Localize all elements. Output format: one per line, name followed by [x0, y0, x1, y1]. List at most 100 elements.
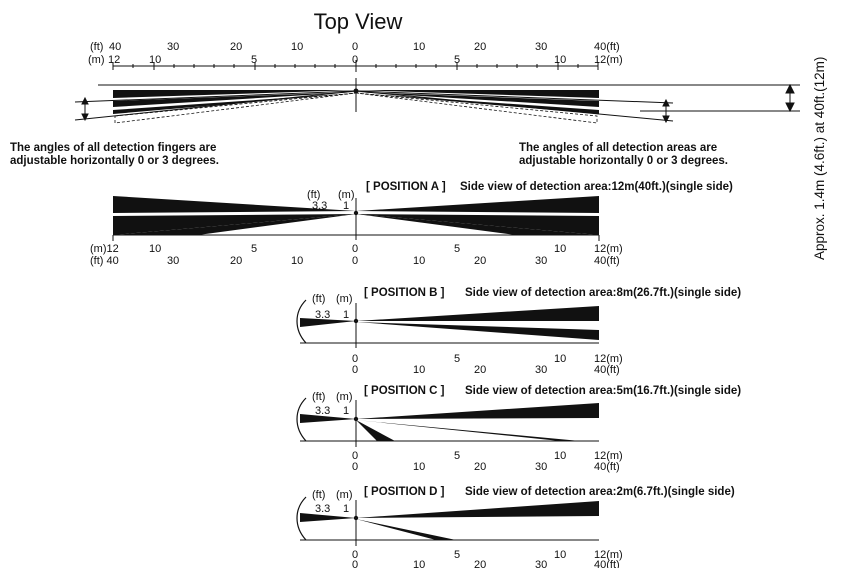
top-detection-fingers	[113, 90, 599, 114]
position-b-sensor-dot	[353, 318, 359, 324]
left-angle-arrow	[81, 96, 89, 122]
d-axis-ft-1: 10	[413, 559, 425, 568]
a-axis-ft-5: 10	[413, 255, 425, 267]
d-axis-m-1: 5	[454, 549, 460, 561]
d-axis-m-3: 12(m)	[594, 549, 623, 561]
a-axis-ft-2: 20	[230, 255, 242, 267]
position-b-unit-ft: (ft)	[312, 293, 325, 305]
b-axis-ft-0: 0	[352, 364, 358, 376]
a-axis-ft-1: 30	[167, 255, 179, 267]
top-unit-ft-right: 40(ft)	[594, 41, 620, 53]
position-d-caption: Side view of detection area:2m(6.7ft.)(s…	[465, 486, 735, 498]
position-c-height-ft: 3.3	[315, 405, 330, 417]
note-left-line1: The angles of all detection fingers are	[10, 142, 216, 154]
d-axis-ft-2: 20	[474, 559, 486, 568]
diagram-title: Top View	[314, 9, 403, 34]
position-b-height-ft: 3.3	[315, 309, 330, 321]
top-tick-m-0: 12	[108, 54, 120, 66]
right-angle-arrow	[662, 98, 670, 124]
position-a-unit-m: (m)	[338, 189, 355, 201]
c-axis-ft-0: 0	[352, 461, 358, 473]
top-tick-m-1: 10	[149, 54, 161, 66]
position-c-unit-ft: (ft)	[312, 391, 325, 403]
position-c-wall-bracket	[296, 397, 307, 442]
a-axis-ft-6: 20	[474, 255, 486, 267]
c-axis-m-2: 10	[554, 450, 566, 462]
c-axis-m-1: 5	[454, 450, 460, 462]
d-axis-m-0: 0	[352, 549, 358, 561]
position-c-zones	[300, 403, 599, 441]
note-left-line2: adjustable horizontally 0 or 3 degrees.	[10, 155, 219, 167]
top-tick-m-3: 0	[352, 54, 358, 66]
top-adjusted-fingers	[114, 92, 598, 124]
side-height-note: Approx. 1.4m (4.6ft.) at 40ft.(12m)	[812, 57, 827, 260]
b-axis-m-0: 0	[352, 353, 358, 365]
b-axis-ft-1: 10	[413, 364, 425, 376]
position-c-panel: [ POSITION C ] Side view of detection ar…	[296, 385, 741, 473]
position-d-unit-ft: (ft)	[312, 489, 325, 501]
c-axis-ft-2: 20	[474, 461, 486, 473]
position-d-panel: [ POSITION D ] Side view of detection ar…	[296, 486, 735, 568]
position-c-caption: Side view of detection area:5m(16.7ft.)(…	[465, 385, 741, 397]
c-axis-ft-4: 40(ft)	[594, 461, 620, 473]
top-tick-ft-3: 10	[291, 41, 303, 53]
d-axis-m-2: 10	[554, 549, 566, 561]
position-b-wall-bracket	[296, 299, 307, 344]
note-right-line2: adjustable horizontally 0 or 3 degrees.	[519, 155, 728, 167]
a-axis-ft-3: 10	[291, 255, 303, 267]
position-d-label: [ POSITION D ]	[364, 486, 445, 498]
position-d-height-m: 1	[343, 503, 349, 515]
top-tick-m-2: 5	[251, 54, 257, 66]
b-axis-ft-4: 40(ft)	[594, 364, 620, 376]
top-angle-lines	[74, 90, 674, 122]
a-axis-ft-0: (ft) 40	[90, 255, 119, 267]
c-axis-m-3: 12(m)	[594, 450, 623, 462]
position-b-height-m: 1	[343, 309, 349, 321]
position-a-caption: Side view of detection area:12m(40ft.)(s…	[460, 181, 733, 193]
c-axis-m-0: 0	[352, 450, 358, 462]
top-unit-m-right: 12(m)	[594, 54, 623, 66]
position-a-panel: [ POSITION A ] Side view of detection ar…	[90, 181, 733, 267]
top-tick-m-5: 10	[554, 54, 566, 66]
top-tick-ft-4: 0	[352, 41, 358, 53]
position-b-caption: Side view of detection area:8m(26.7ft.)(…	[465, 287, 741, 299]
a-axis-m-4: 5	[454, 243, 460, 255]
top-tick-ft-0: 40	[109, 41, 121, 53]
b-axis-m-3: 12(m)	[594, 353, 623, 365]
top-ruler	[112, 60, 599, 72]
b-axis-ft-3: 30	[535, 364, 547, 376]
top-tick-ft-5: 10	[413, 41, 425, 53]
a-axis-m-0: (m)12	[90, 243, 119, 255]
c-axis-ft-3: 30	[535, 461, 547, 473]
top-sensor-dot	[353, 88, 359, 94]
a-axis-m-1: 10	[149, 243, 161, 255]
top-tick-ft-1: 30	[167, 41, 179, 53]
position-b-zones	[300, 306, 599, 340]
position-d-sensor-dot	[353, 515, 359, 521]
c-axis-ft-1: 10	[413, 461, 425, 473]
b-axis-ft-2: 20	[474, 364, 486, 376]
a-axis-ft-7: 30	[535, 255, 547, 267]
a-axis-ft-4: 0	[352, 255, 358, 267]
d-axis-ft-4: 40(ft)	[594, 559, 620, 568]
a-axis-m-5: 10	[554, 243, 566, 255]
position-c-unit-m: (m)	[336, 391, 353, 403]
top-unit-ft-left: (ft)	[90, 41, 103, 53]
d-axis-ft-0: 0	[352, 559, 358, 568]
position-a-unit-ft: (ft)	[307, 189, 320, 201]
a-axis-ft-8: 40(ft)	[594, 255, 620, 267]
position-b-unit-m: (m)	[336, 293, 353, 305]
a-axis-m-3: 0	[352, 243, 358, 255]
position-a-zones	[113, 196, 599, 235]
position-a-label: [ POSITION A ]	[366, 181, 446, 193]
position-d-wall-bracket	[296, 496, 307, 541]
note-right-line1: The angles of all detection areas are	[519, 142, 717, 154]
top-view: (ft) 40 30 20 10 0 10 20 30 40(ft) (m) 1…	[10, 41, 800, 167]
position-d-zones	[300, 501, 599, 540]
position-a-sensor-dot	[353, 210, 359, 216]
top-tick-m-4: 5	[454, 54, 460, 66]
position-a-height-m: 1	[343, 200, 349, 212]
d-axis-ft-3: 30	[535, 559, 547, 568]
height-dimension-arrow	[785, 83, 795, 113]
